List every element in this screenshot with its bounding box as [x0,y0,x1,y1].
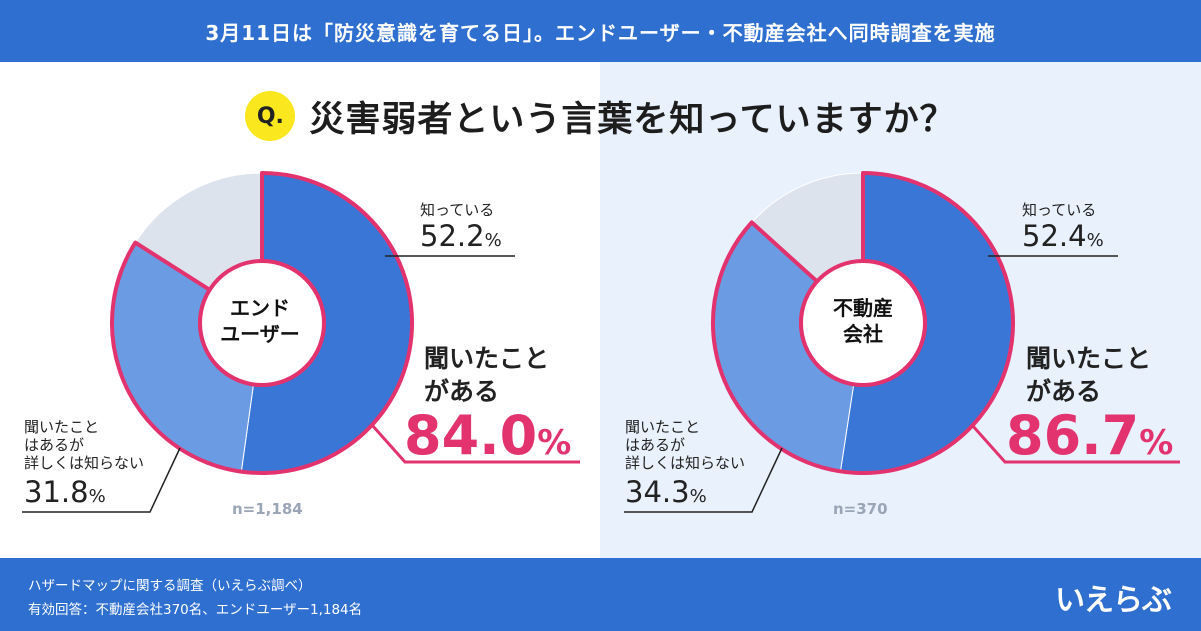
question-text: 災害弱者という言葉を知っていますか？ [309,99,956,140]
left-knows-value: 52.2 [420,219,485,253]
right-center-label: 不動産 会社 [808,295,918,347]
left-heard-line: はあるが [24,436,85,454]
left-knows-pct: % [484,230,502,251]
left-total-value-wrap: 84.0% [404,404,571,467]
right-heard-pct: % [689,486,707,507]
heard-leader-line [22,447,181,513]
right-total-line: 聞いたこと [1026,344,1152,373]
right-knows-pct: % [1086,230,1104,251]
question: Q. 災害弱者という言葉を知っていますか？ [0,86,1201,146]
right-total-pct: % [1139,423,1174,463]
left-total-line: 聞いたこと [424,344,550,373]
left-center-line: エンド [230,296,290,320]
header-bar: 3月11日は「防災意識を育てる日」。エンドユーザー・不動産会社へ同時調査を実施 [0,0,1201,62]
donut-center [198,259,326,387]
left-knows-title: 知っている [420,201,495,219]
left-heard-line: 聞いたこと [24,418,100,436]
total-leader-line [970,424,1180,464]
left-heard-value-wrap: 31.8% [24,475,106,509]
right-total-line: がある [1026,377,1102,406]
left-total-value: 84.0 [404,404,538,467]
right-heard-label: 聞いたこと はあるが 詳しくは知らない [625,418,745,472]
left-heard-line: 詳しくは知らない [24,454,145,472]
donut-center [799,259,927,387]
ierabu-logo: いえらぶ [1055,583,1172,618]
footer-respondents: 有効回答：不動産会社370名、エンドユーザー1,184名 [28,602,363,618]
right-total-value-wrap: 86.7% [1006,404,1173,467]
right-heard-line: 詳しくは知らない [625,454,746,472]
right-center-line: 会社 [843,322,883,346]
right-knows-title: 知っている [1022,201,1097,219]
right-heard-line: 聞いたこと [625,418,701,436]
left-center-line: ユーザー [220,322,300,346]
question-badge: Q. [245,91,296,141]
right-center-line: 不動産 [833,296,893,320]
right-total-value: 86.7 [1006,404,1140,467]
right-knows-value-wrap: 52.4% [1022,219,1104,253]
heard-leader-line [624,447,783,513]
left-total-pct: % [537,423,572,463]
right-heard-value-wrap: 34.3% [625,475,707,509]
left-total-line: がある [424,377,500,406]
footer-source: ハザードマップに関する調査（いえらぶ調べ） [28,578,312,594]
left-heard-pct: % [88,486,106,507]
right-knows-value: 52.4 [1022,219,1087,253]
left-heard-label: 聞いたこと はあるが 詳しくは知らない [24,418,144,472]
left-heard-value: 31.8 [24,475,89,509]
right-heard-line: はあるが [625,436,686,454]
left-center-label: エンド ユーザー [205,295,315,347]
right-n-label: n=370 [833,500,888,518]
left-n-label: n=1,184 [232,500,303,518]
header-title: 3月11日は「防災意識を育てる日」。エンドユーザー・不動産会社へ同時調査を実施 [205,20,996,45]
right-total-label: 聞いたこと がある [1026,342,1151,408]
total-leader-line [370,424,580,464]
left-knows-value-wrap: 52.2% [420,219,502,253]
footer-bar [0,558,1201,631]
left-total-label: 聞いたこと がある [424,342,549,408]
right-heard-value: 34.3 [625,475,690,509]
